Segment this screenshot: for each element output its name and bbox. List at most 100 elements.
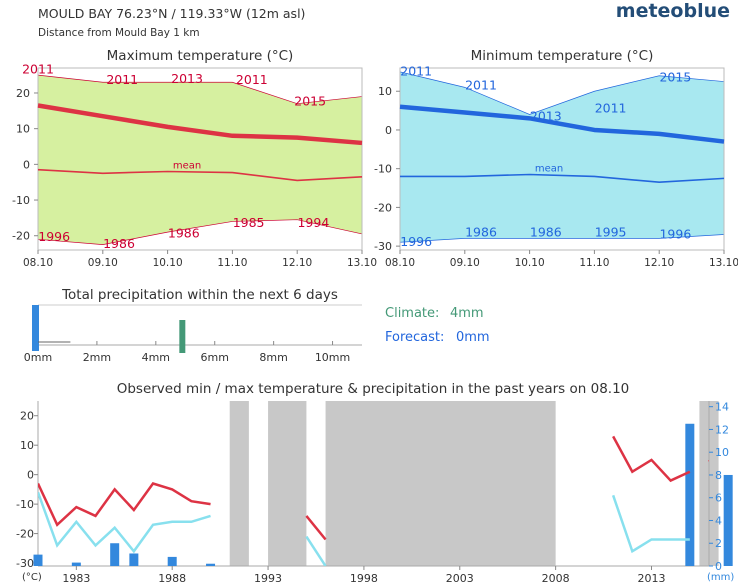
precip-xtick-label: 6mm — [201, 351, 229, 364]
history-precip-bar — [110, 543, 120, 566]
history-xtick-label: 2013 — [637, 572, 665, 585]
min-ytick-label: -10 — [374, 163, 392, 176]
history-ytick-label: 0 — [27, 469, 34, 482]
history-xtick-label: 1998 — [350, 572, 378, 585]
history-no-data-band — [229, 401, 249, 566]
history-no-data-band — [268, 401, 307, 566]
max-xtick-label: 09.10 — [88, 257, 118, 269]
min-lower-edge — [399, 234, 725, 243]
max-year-label: 2015 — [294, 93, 326, 108]
history-ytick-label: 20 — [20, 410, 34, 423]
min-mean-line — [400, 173, 725, 184]
max-ytick-label: -10 — [12, 194, 30, 207]
min-ytick-label: 0 — [385, 124, 392, 137]
history-chart-title: Observed min / max temperature & precipi… — [117, 381, 630, 397]
max-xtick-label: 11.10 — [217, 257, 247, 269]
min-xtick-label: 10.10 — [515, 257, 545, 269]
history-precip-bar — [167, 556, 177, 566]
history-ytick-label: -30 — [16, 557, 34, 570]
max-mean-line — [37, 168, 363, 182]
min-xtick-label: 13.10 — [709, 257, 738, 269]
precip-xtick-label: 4mm — [142, 351, 170, 364]
history-precip-bar — [685, 423, 695, 566]
history-ytick-label: 10 — [20, 439, 34, 452]
max-lower-edge — [37, 219, 363, 245]
max-xtick-label: 12.10 — [282, 257, 312, 269]
min-year-label: 1995 — [595, 224, 627, 239]
min-ytick-label: -20 — [374, 201, 392, 214]
history-y-unit: (°C) — [22, 572, 42, 583]
history-max-line — [305, 515, 327, 541]
max-chart-title: Maximum temperature (°C) — [107, 48, 294, 64]
max-year-label: 1985 — [233, 215, 265, 230]
precip-xtick-label: 2mm — [83, 351, 111, 364]
min-year-label: 2015 — [659, 70, 691, 85]
min-mean-label: mean — [535, 163, 563, 174]
max-year-label: 2013 — [171, 71, 203, 86]
max-year-label: 2011 — [236, 72, 268, 87]
min-year-label: 1986 — [465, 224, 497, 239]
max-year-label: 1986 — [168, 226, 200, 241]
precip-chart-title: Total precipitation within the next 6 da… — [61, 287, 338, 303]
precip-xtick-label: 10mm — [315, 351, 350, 364]
max-xtick-label: 08.10 — [23, 257, 53, 269]
max-year-label: 2011 — [106, 72, 138, 87]
min-chart-title: Minimum temperature (°C) — [471, 48, 654, 64]
min-xtick-label: 08.10 — [385, 257, 415, 269]
max-xtick-label: 10.10 — [153, 257, 183, 269]
history-precip-bar — [71, 562, 81, 566]
min-upper-edge — [399, 71, 725, 115]
history-y2tick-label: 10 — [715, 446, 729, 459]
history-xtick-label: 1983 — [62, 572, 90, 585]
history-ytick-label: -20 — [16, 528, 34, 541]
max-year-label: 1996 — [38, 229, 70, 244]
min-frame — [399, 67, 725, 251]
history-y2tick-label: 4 — [715, 514, 722, 527]
climate-legend-value: 4mm — [450, 306, 484, 321]
min-year-label: 2011 — [595, 101, 627, 116]
history-no-data-band — [325, 401, 556, 566]
min-year-label: 1996 — [659, 226, 691, 241]
min-xtick-label: 09.10 — [450, 257, 480, 269]
location-title: MOULD BAY 76.23°N / 119.33°W (12m asl) — [38, 6, 305, 21]
max-upper-edge — [37, 74, 363, 105]
history-xtick-label: 2003 — [446, 572, 474, 585]
max-ytick-label: -20 — [12, 230, 30, 243]
max-year-label: 2011 — [22, 61, 54, 76]
forecast-legend-label: Forecast: — [385, 330, 444, 345]
precip-xtick-label: 0mm — [24, 351, 52, 364]
min-xtick-label: 11.10 — [579, 257, 609, 269]
min-range-area — [400, 71, 724, 243]
min-xtick-label: 12.10 — [644, 257, 674, 269]
precip-climate-bar — [179, 320, 186, 353]
history-y2tick-label: 12 — [715, 423, 729, 436]
precip-xtick-label: 8mm — [259, 351, 287, 364]
history-min-line — [38, 491, 211, 554]
max-forecast-line — [37, 103, 363, 146]
distance-text: Distance from Mould Bay 1 km — [38, 27, 200, 39]
min-ytick-label: -30 — [374, 240, 392, 253]
history-precip-bar — [129, 553, 139, 566]
climate-legend-label: Climate: — [385, 306, 439, 321]
max-ytick-label: 10 — [16, 123, 30, 136]
history-y2tick-label: 6 — [715, 492, 722, 505]
min-year-label: 2013 — [530, 108, 562, 123]
min-year-label: 2011 — [465, 77, 497, 92]
max-year-label: 1994 — [297, 215, 329, 230]
min-year-label: 2011 — [400, 64, 432, 79]
history-y2tick-label: 0 — [715, 560, 722, 573]
history-max-line — [38, 482, 211, 527]
max-mean-label: mean — [173, 160, 201, 171]
history-y2tick-label: 14 — [715, 401, 729, 414]
max-frame — [37, 67, 363, 251]
precip-forecast-bar — [32, 305, 39, 351]
history-xtick-label: 1988 — [158, 572, 186, 585]
history-precip-bar — [206, 563, 216, 566]
forecast-legend-value: 0mm — [456, 330, 490, 345]
max-ytick-label: 20 — [16, 87, 30, 100]
max-year-label: 1986 — [103, 236, 135, 251]
history-precip-bar — [723, 474, 733, 566]
history-xtick-label: 2008 — [542, 572, 570, 585]
history-max-line — [612, 435, 691, 483]
